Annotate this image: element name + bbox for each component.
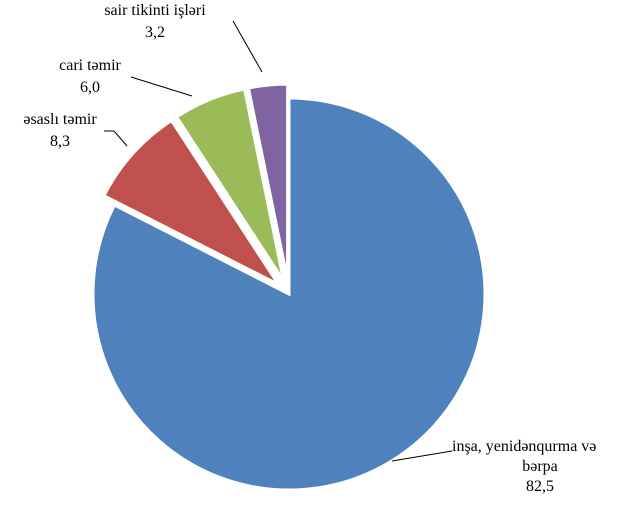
slice-value-label: 3,2 [145, 24, 165, 41]
slice-value-label: 8,3 [50, 133, 70, 150]
slice-category-label: bərpa [522, 458, 558, 475]
slice-category-label: sair tikinti işləri [104, 2, 206, 19]
leader-lines [104, 20, 453, 462]
pie-slices [91, 82, 487, 492]
pie-slice [174, 87, 286, 282]
data-labels: inşa, yenidənqurma və bərpa 82,5 əsaslı təm… [23, 2, 596, 495]
pie-slice [246, 82, 290, 281]
leader-line [130, 76, 193, 97]
slice-category-label: cari təmir [59, 57, 121, 74]
leader-line [104, 130, 128, 147]
slice-category-label: əsaslı təmir [23, 111, 97, 128]
leader-line [391, 450, 453, 462]
pie-slice [101, 118, 283, 289]
pie-slice [91, 96, 487, 492]
slice-value-label: 6,0 [80, 79, 100, 96]
slice-category-label: inşa, yenidənqurma və [452, 438, 596, 455]
slice-value-label: 82,5 [526, 478, 554, 495]
leader-line [232, 20, 263, 73]
